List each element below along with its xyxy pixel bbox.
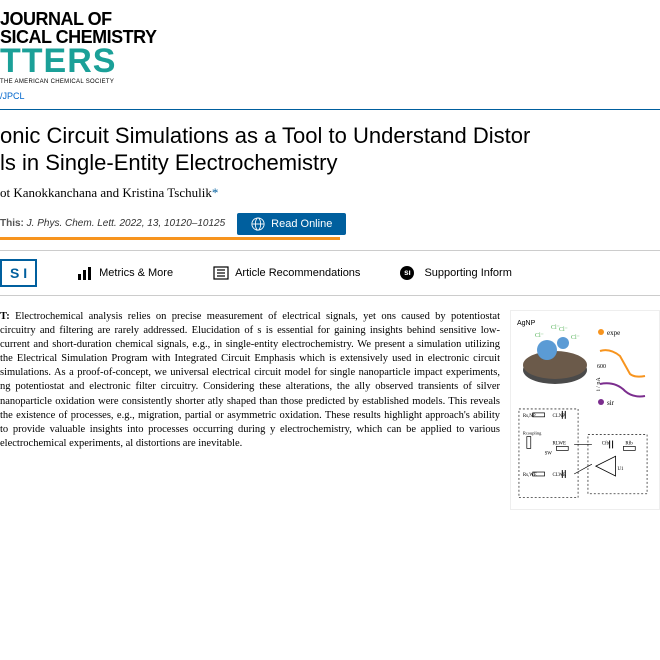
metrics-row: S I Metrics & More Article Recommendatio… [0,250,660,296]
abstract-text: T: Electrochemical analysis relies on pr… [0,310,500,510]
graphical-abstract: AgNP Cl⁻ Cl⁻ Cl⁻ Cl⁻ expe 600 i / pA sir [510,310,660,510]
publisher-name: THE AMERICAN CHEMICAL SOCIETY [0,79,660,85]
authors-text: ot Kanokkanchana and Kristina Tschulik [0,185,212,200]
recommendations-label: Article Recommendations [235,267,360,279]
cite-reference: J. Phys. Chem. Lett. 2022, 13, 10120–101… [27,218,225,229]
cite-this: This: J. Phys. Chem. Lett. 2022, 13, 101… [0,218,225,229]
header-divider [0,109,660,110]
supporting-label: Supporting Inform [424,267,511,279]
list-icon [213,266,229,280]
svg-text:Rcoupling: Rcoupling [523,430,542,435]
circuit-diagram: Rs,NP CLNP Rcoupling SW RLWE Rs,WE CLWE … [515,405,655,505]
svg-text:Cl⁻: Cl⁻ [559,327,568,333]
read-online-label: Read Online [271,218,332,230]
article-title-text: onic Circuit Simulations as a Tool to Un… [0,123,530,176]
bar-chart-icon [77,266,93,280]
globe-icon [251,217,265,231]
curves-svg: expe 600 i / pA sir [595,326,655,406]
journal-url[interactable]: /JPCL [0,91,660,101]
svg-text:SW: SW [545,451,553,456]
svg-text:Cfb: Cfb [602,441,610,446]
nanoparticle-schematic: AgNP Cl⁻ Cl⁻ Cl⁻ Cl⁻ [515,315,595,390]
circuit-svg: Rs,NP CLNP Rcoupling SW RLWE Rs,WE CLWE … [515,405,655,504]
recommendations-link[interactable]: Article Recommendations [213,266,360,280]
corresponding-asterisk: * [212,185,219,200]
supporting-info-link[interactable]: sı Supporting Inform [400,266,511,280]
abstract-section: T: Electrochemical analysis relies on pr… [0,310,660,510]
journal-name-line3: TTERS [0,46,660,77]
metrics-more-label: Metrics & More [99,267,173,279]
article-title: onic Circuit Simulations as a Tool to Un… [0,122,660,177]
svg-text:Cl⁻: Cl⁻ [535,333,544,339]
svg-text:Cl⁻: Cl⁻ [551,325,560,331]
svg-text:expe: expe [607,329,620,337]
nanoparticle-svg: AgNP Cl⁻ Cl⁻ Cl⁻ Cl⁻ [515,315,595,390]
si-circle-icon: sı [400,266,414,280]
si-box[interactable]: S I [0,259,37,287]
svg-text:CLNP: CLNP [552,413,565,418]
svg-text:U1: U1 [618,467,625,472]
svg-text:Rfb: Rfb [625,441,633,446]
svg-text:CLWE: CLWE [552,473,566,478]
svg-text:Cl⁻: Cl⁻ [571,335,580,341]
abstract-body: Electrochemical analysis relies on preci… [0,311,500,450]
authors-line: ot Kanokkanchana and Kristina Tschulik* [0,185,660,201]
journal-name-line1: JOURNAL OF [0,10,660,28]
transient-curves: expe 600 i / pA sir [595,326,655,411]
journal-header: JOURNAL OF SICAL CHEMISTRY TTERS THE AME… [0,0,660,105]
svg-text:600: 600 [597,364,606,370]
orange-accent-bar [0,237,340,240]
svg-text:Rs,WE: Rs,WE [523,473,537,478]
read-online-button[interactable]: Read Online [237,213,346,235]
abstract-label: T: [0,311,10,322]
cite-label: This: [0,218,24,229]
agnp-label: AgNP [517,320,536,327]
metrics-more-link[interactable]: Metrics & More [77,266,173,280]
cite-row: This: J. Phys. Chem. Lett. 2022, 13, 101… [0,213,660,235]
svg-text:RLWE: RLWE [552,441,566,446]
svg-text:Rs,NP: Rs,NP [523,413,536,418]
